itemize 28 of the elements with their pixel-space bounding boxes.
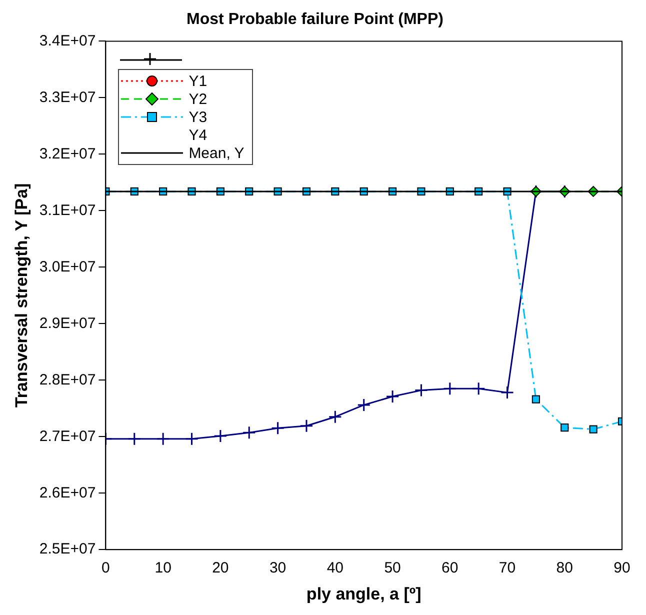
legend-label: Y2 [188, 90, 208, 108]
x-tick-label: 20 [212, 560, 229, 577]
y-axis-title: Transversal strength, Y [Pa] [12, 183, 31, 408]
y-tick-label: 2.7E+07 [39, 428, 96, 445]
y-tick-label: 3.1E+07 [39, 202, 96, 219]
y-tick-label: 2.8E+07 [39, 371, 96, 388]
y-tick-label: 3.0E+07 [39, 258, 96, 276]
x-tick-label: 10 [154, 560, 172, 577]
text: Y4 [188, 126, 208, 144]
x-tick-label: 80 [556, 560, 573, 577]
legend-label: Y1 [188, 72, 208, 90]
x-tick-label: 40 [326, 560, 344, 577]
x-tick-label: 70 [498, 560, 516, 577]
y-tick-label: 2.5E+07 [39, 540, 96, 558]
x-tick-label: 60 [442, 560, 458, 577]
y-tick-label: 2.9E+07 [39, 314, 96, 332]
x-tick-label: 90 [614, 560, 630, 577]
chart-title: Most Probable failure Point (MPP) [186, 11, 444, 28]
x-tick-label: 30 [269, 560, 286, 577]
legend-label: Y3 [188, 108, 208, 126]
y-tick-label: 2.6E+07 [39, 484, 96, 502]
x-tick-label: 50 [384, 560, 401, 577]
y-tick-label: 3.4E+07 [39, 32, 96, 50]
x-tick-label: 0 [102, 560, 110, 577]
x-axis-title: ply angle, a [º] [306, 584, 422, 604]
y-tick-label: 3.3E+07 [39, 88, 96, 106]
y-tick-label: 3.2E+07 [39, 145, 96, 162]
legend-label: Mean, Y [188, 144, 244, 162]
